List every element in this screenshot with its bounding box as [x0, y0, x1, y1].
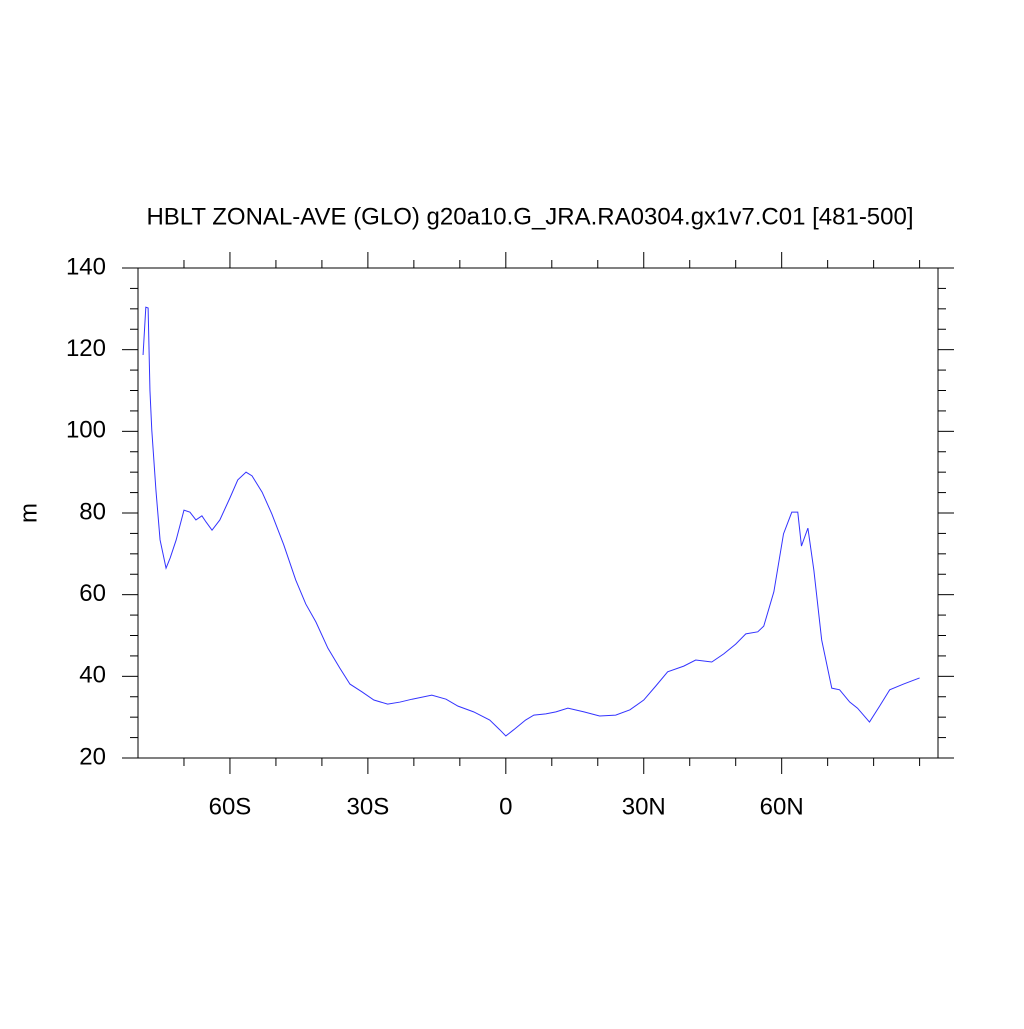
x-tick-label: 0	[499, 793, 512, 820]
x-tick-label: 60S	[209, 793, 252, 820]
data-line	[142, 306, 920, 737]
y-tick-label: 80	[79, 498, 106, 525]
y-tick-label: 120	[66, 335, 106, 362]
y-axis-label: m	[15, 503, 42, 523]
chart-title: HBLT ZONAL-AVE (GLO) g20a10.G_JRA.RA0304…	[146, 203, 913, 230]
x-tick-label: 60N	[760, 793, 804, 820]
plot-frame	[137, 267, 939, 759]
x-tick-label: 30N	[622, 793, 666, 820]
y-tick-label: 100	[66, 417, 106, 444]
y-tick-label: 60	[79, 580, 106, 607]
y-tick-label: 140	[66, 253, 106, 280]
y-tick-label: 20	[79, 743, 106, 770]
x-tick-label: 30S	[347, 793, 390, 820]
y-tick-label: 40	[79, 662, 106, 689]
